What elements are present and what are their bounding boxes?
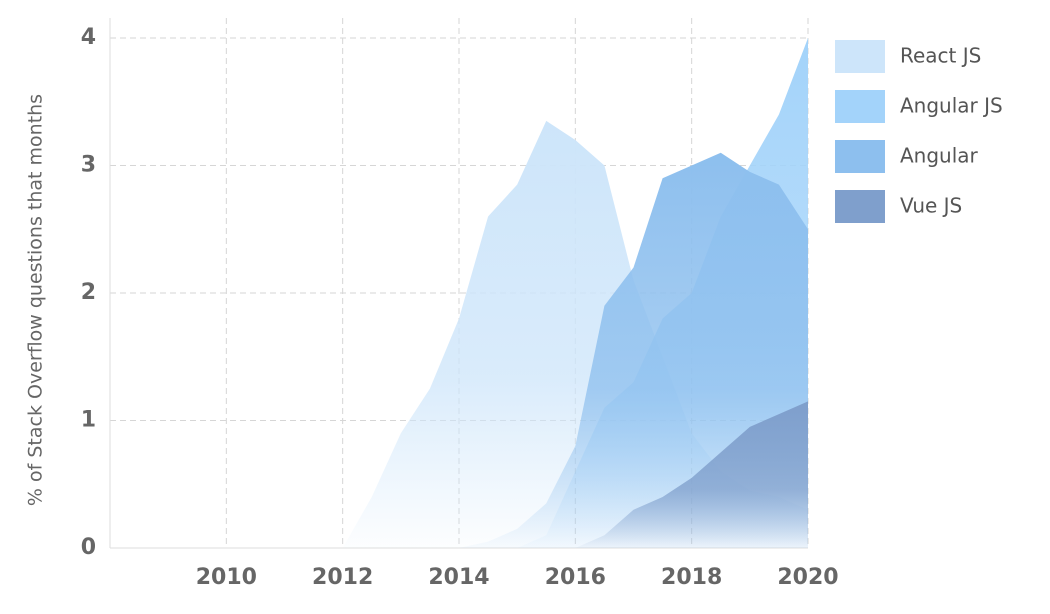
x-tick-label: 2012 bbox=[312, 565, 373, 590]
y-tick-label: 4 bbox=[81, 25, 96, 50]
legend-swatch bbox=[835, 140, 885, 173]
y-tick-label: 3 bbox=[81, 153, 96, 178]
x-tick-label: 2010 bbox=[196, 565, 257, 590]
legend-label: Angular JS bbox=[900, 94, 1003, 118]
y-tick-label: 1 bbox=[81, 408, 96, 433]
x-tick-label: 2018 bbox=[661, 565, 722, 590]
area bbox=[342, 152, 808, 548]
legend-label: Angular bbox=[900, 144, 979, 168]
legend-label: React JS bbox=[900, 44, 981, 68]
y-tick-label: 0 bbox=[81, 535, 96, 560]
y-axis-title: % of Stack Overflow questions that month… bbox=[25, 94, 47, 506]
x-tick-label: 2020 bbox=[777, 565, 838, 590]
legend-swatch bbox=[835, 190, 885, 223]
legend-label: Vue JS bbox=[900, 194, 962, 218]
y-tick-label: 2 bbox=[81, 280, 96, 305]
x-tick-label: 2014 bbox=[428, 565, 489, 590]
legend-swatch bbox=[835, 90, 885, 123]
x-tick-label: 2016 bbox=[545, 565, 606, 590]
legend-swatch bbox=[835, 40, 885, 73]
area bbox=[342, 401, 808, 548]
